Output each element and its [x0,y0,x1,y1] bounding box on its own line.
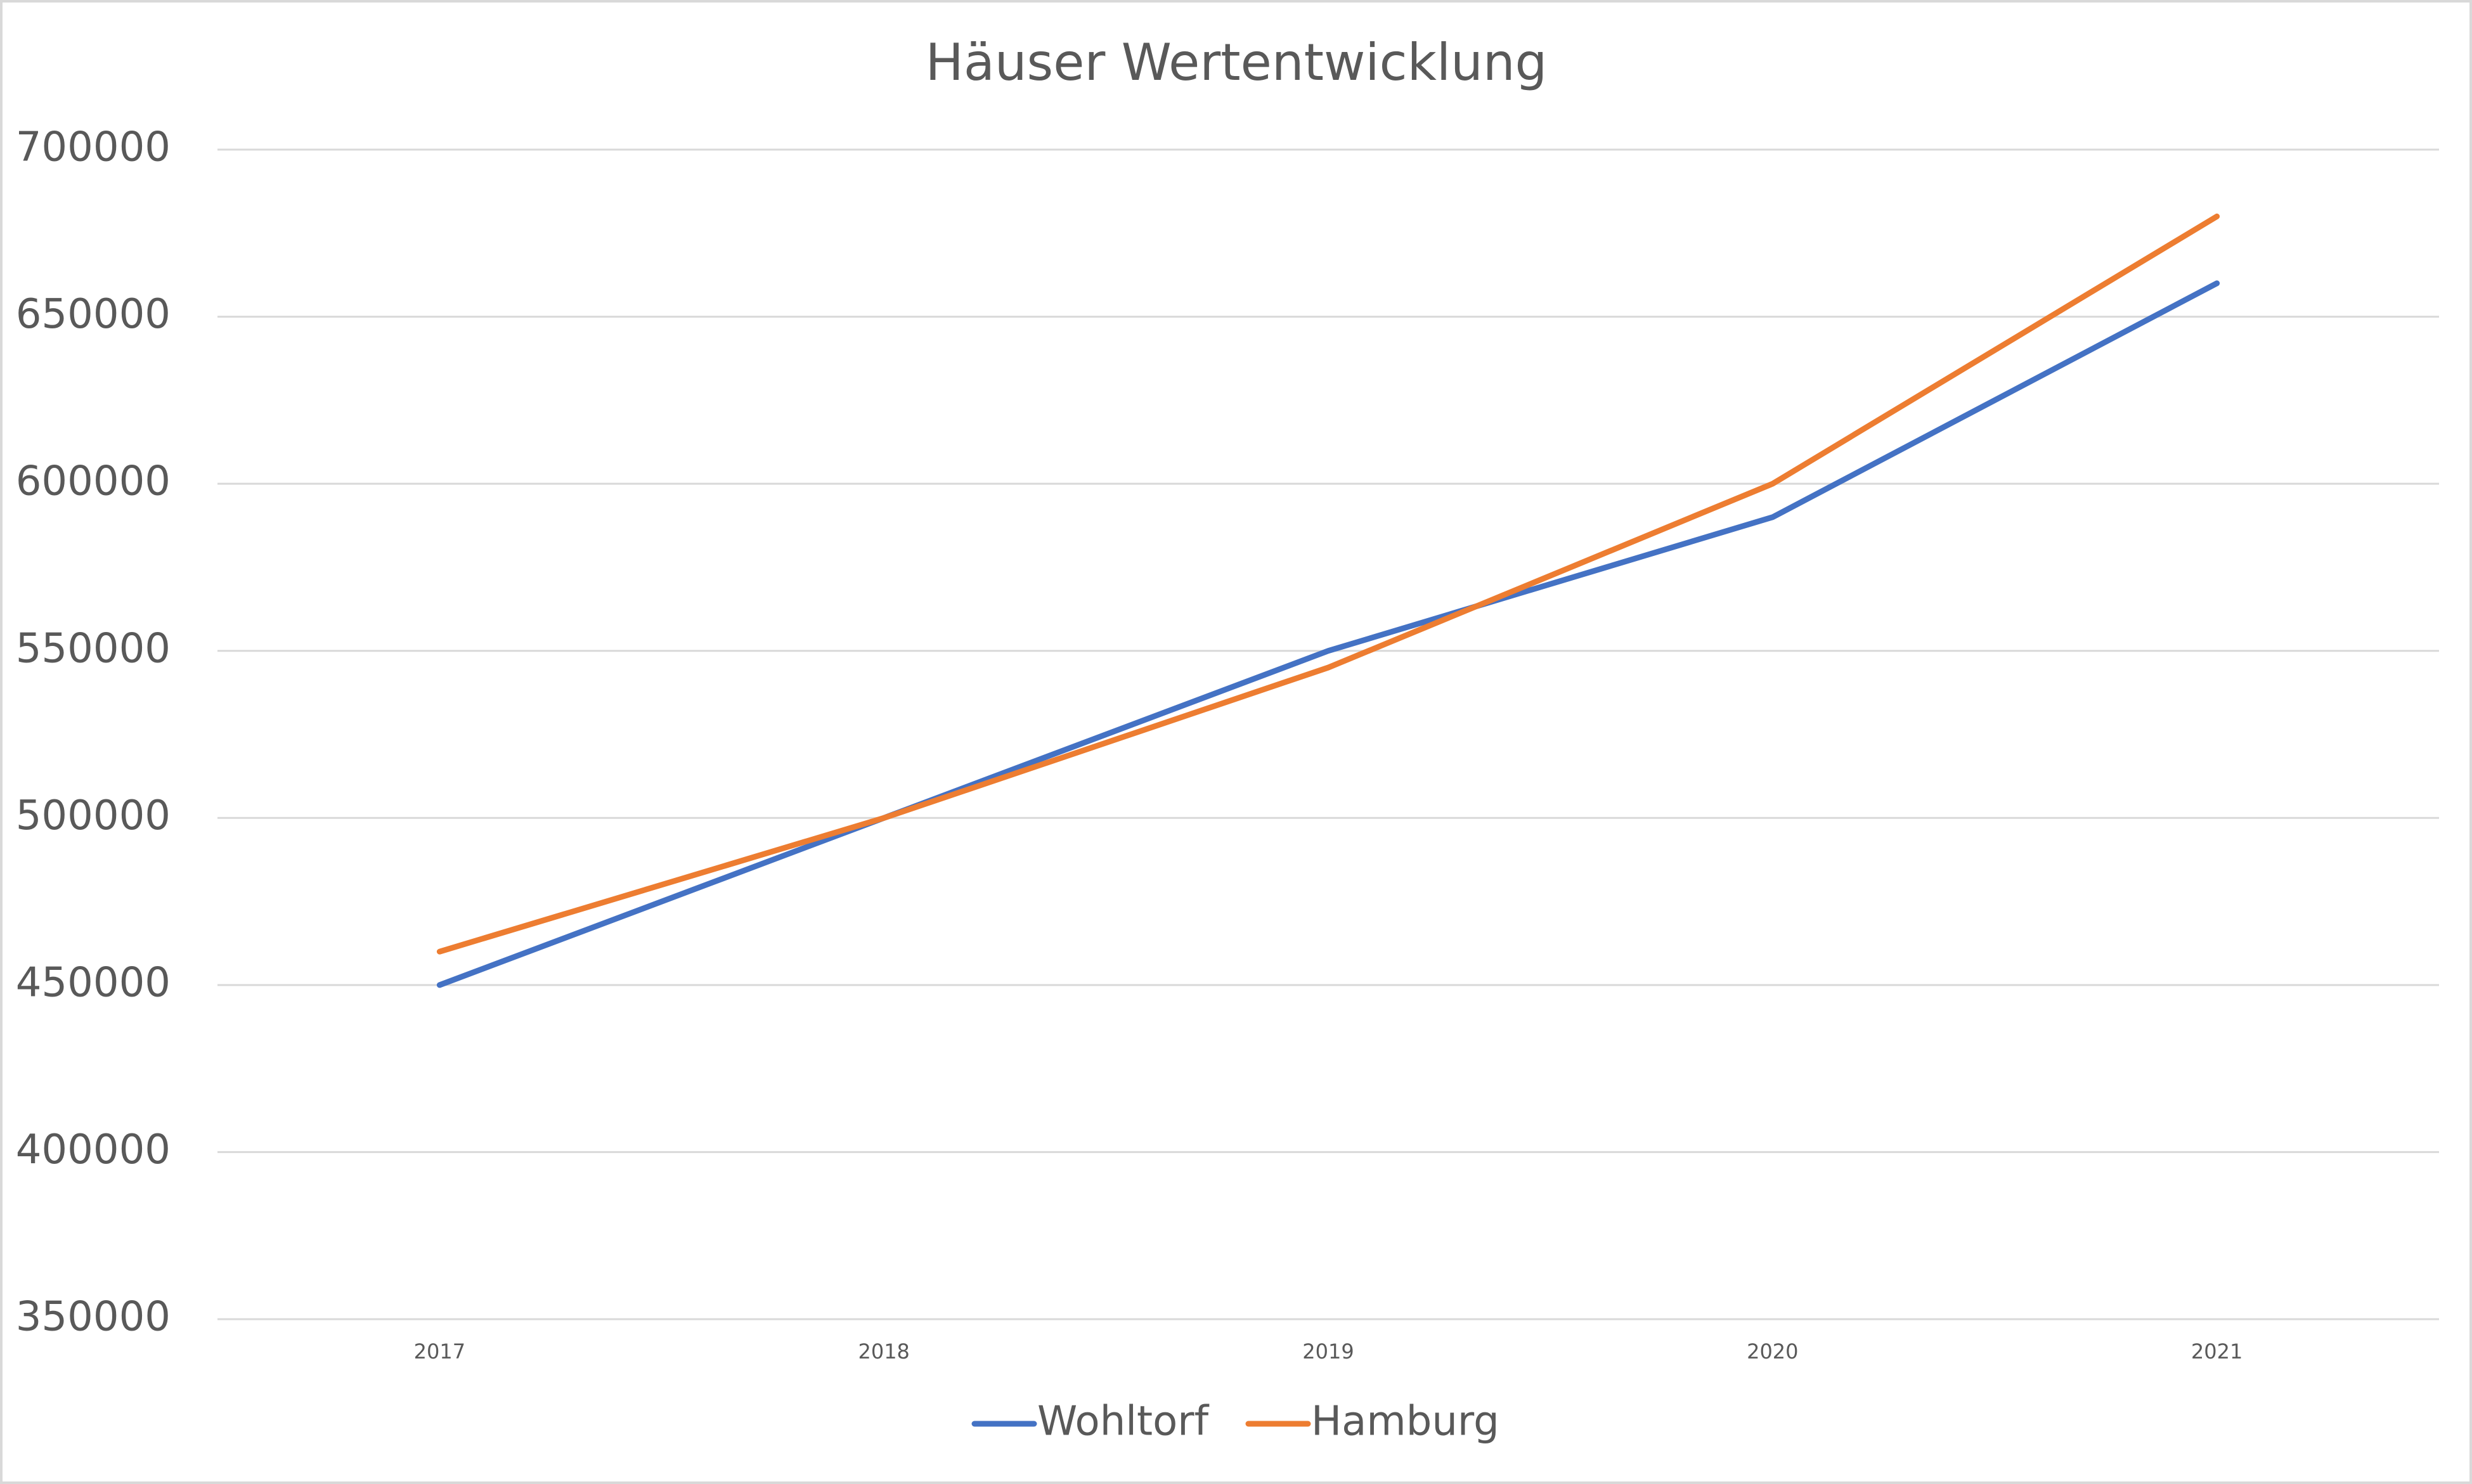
y-tick-label: 550000 [16,625,171,672]
legend-label: Hamburg [1311,1398,1499,1445]
line-series [436,280,2220,988]
chart-title: Häuser Wertentwicklung [926,33,1548,92]
line-series [436,213,2220,955]
legend-label: Wohltorf [1037,1398,1210,1445]
y-tick-label: 400000 [16,1126,171,1173]
x-tick-label: 2017 [414,1339,465,1364]
x-tick-label: 2018 [858,1339,909,1364]
y-tick-label: 500000 [16,792,171,839]
y-tick-label: 700000 [16,124,171,171]
y-tick-label: 450000 [16,959,171,1006]
y-tick-label: 350000 [16,1294,171,1341]
y-tick-label: 650000 [16,291,171,338]
x-tick-label: 2019 [1302,1339,1354,1364]
x-tick-label: 2020 [1747,1339,1798,1364]
y-tick-label: 600000 [16,458,171,505]
x-tick-label: 2021 [2191,1339,2242,1364]
